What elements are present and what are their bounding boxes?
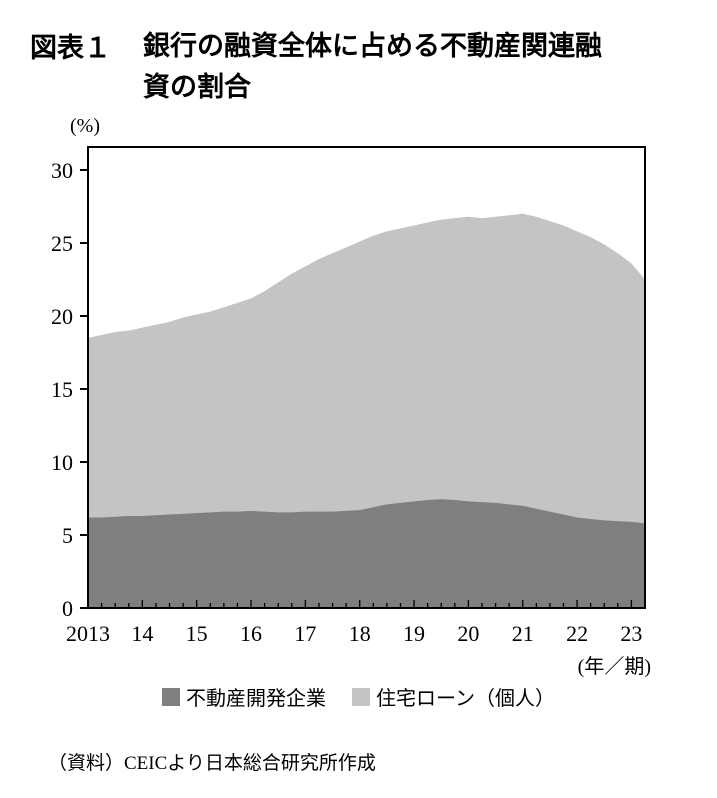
legend-swatch-housing (352, 687, 370, 706)
plot-border (87, 146, 646, 609)
legend-label-housing: 住宅ローン（個人） (376, 688, 555, 710)
x-tick-label: 16 (240, 621, 262, 646)
x-tick-label: 2013 (66, 621, 110, 646)
x-tick-label: 15 (186, 621, 208, 646)
figure-title-line1: 銀行の融資全体に占める不動産関連融 (143, 31, 602, 61)
figure-label: 図表１ (30, 33, 111, 63)
x-tick-label: 22 (566, 621, 588, 646)
stacked-area-chart: 0 5 10 15 20 25 30 2013 14 15 16 17 18 19 20 21 22 23 (51, 146, 646, 646)
x-tick-label: 19 (403, 621, 425, 646)
y-tick-label: 25 (51, 231, 73, 256)
legend-label-developer: 不動産開発企業 (186, 688, 326, 710)
y-tick-label: 15 (51, 377, 73, 402)
x-tick-label: 14 (131, 621, 153, 646)
chart-legend: 不動産開発企業 住宅ローン（個人） (0, 682, 717, 711)
y-tick-label: 5 (62, 523, 73, 548)
area-developer-loans (88, 499, 645, 608)
figure-title: 銀行の融資全体に占める不動産関連融 資の割合 (143, 26, 602, 107)
x-tick-label: 17 (294, 621, 316, 646)
y-tick-label: 30 (51, 158, 73, 183)
x-tick-label: 21 (512, 621, 534, 646)
x-axis-note: (年／期) (577, 656, 651, 678)
y-tick-label: 0 (62, 596, 73, 621)
figure-title-line2: 資の割合 (143, 71, 251, 102)
legend-item-housing: 住宅ローン（個人） (352, 682, 555, 711)
figure-title-block: 図表１ 銀行の融資全体に占める不動産関連融 資の割合 (30, 26, 602, 107)
y-tick-label: 10 (51, 450, 73, 475)
y-tick-label: 20 (51, 304, 73, 329)
x-tick-label: 23 (620, 621, 642, 646)
x-tick-label: 20 (457, 621, 479, 646)
x-tick-label: 18 (349, 621, 371, 646)
legend-swatch-developer (162, 687, 180, 706)
legend-item-developer: 不動産開発企業 (162, 682, 326, 711)
y-axis-unit-label: (%) (70, 115, 100, 137)
source-note: （資料）CEICより日本総合研究所作成 (48, 753, 376, 774)
